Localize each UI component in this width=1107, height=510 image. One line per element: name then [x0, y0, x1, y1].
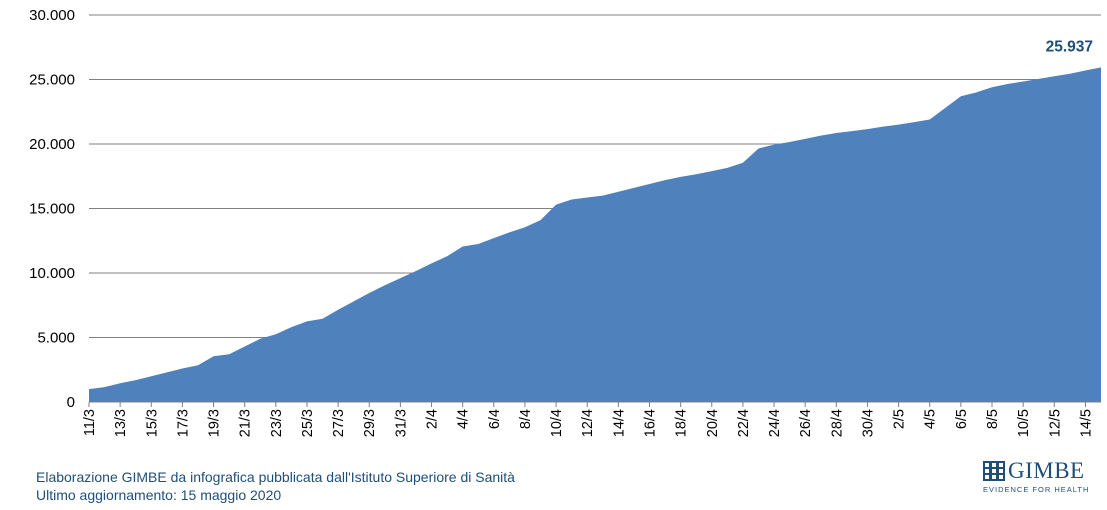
- source-note: Elaborazione GIMBE da infografica pubbli…: [36, 468, 515, 504]
- y-tick-label: 0: [67, 394, 75, 411]
- peak-value-label: 25.937: [1046, 38, 1093, 55]
- logo-wordmark: GIMBE: [1008, 458, 1085, 483]
- x-tick-labels: 11/3 13/3 15/3 17/3 19/3 21/3 23/3 25/3 27/3 29/3…: [82, 402, 1094, 437]
- gimbe-grid-icon: [983, 461, 1005, 481]
- gimbe-logo: GIMBE EVIDENCE FOR HEALTH: [983, 458, 1093, 500]
- y-tick-label: 15.000: [29, 201, 75, 218]
- x-tick-label: 2/4: [425, 409, 441, 429]
- y-tick-label: 20.000: [29, 136, 75, 153]
- x-tick-label: 19/3: [207, 409, 223, 437]
- x-tick-label: 14/4: [611, 409, 627, 437]
- x-tick-label: 2/5: [892, 409, 908, 429]
- x-tick-label: 10/5: [1016, 409, 1032, 437]
- y-tick-label: 25.000: [29, 72, 75, 89]
- x-tick-label: 4/5: [923, 409, 939, 429]
- x-tick-label: 12/4: [580, 409, 596, 437]
- x-tick-label: 18/4: [674, 409, 690, 437]
- x-tick-label: 24/4: [767, 409, 783, 437]
- x-tick-label: 10/4: [549, 409, 565, 437]
- x-tick-label: 15/3: [144, 409, 160, 437]
- y-tick-label: 10.000: [29, 265, 75, 282]
- x-tick-label: 6/4: [487, 409, 503, 429]
- x-tick-label: 8/4: [518, 409, 534, 429]
- x-tick-label: 30/4: [860, 409, 876, 437]
- x-tick-label: 28/4: [829, 409, 845, 437]
- y-tick-label: 30.000: [29, 7, 75, 24]
- source-line: Elaborazione GIMBE da infografica pubbli…: [36, 469, 515, 485]
- update-line: Ultimo aggiornamento: 15 maggio 2020: [36, 487, 282, 503]
- x-tick-label: 12/5: [1047, 409, 1063, 437]
- x-tick-label: 26/4: [798, 409, 814, 437]
- logo-tagline: EVIDENCE FOR HEALTH: [983, 485, 1090, 494]
- x-tick-label: 13/3: [113, 409, 129, 437]
- y-tick-labels: 0 5.000 10.000 15.000 20.000 25.000 30.000: [29, 7, 75, 411]
- x-tick-label: 25/3: [300, 409, 316, 437]
- x-tick-label: 23/3: [269, 409, 285, 437]
- x-tick-label: 6/5: [954, 409, 970, 429]
- x-tick-label: 17/3: [175, 409, 191, 437]
- x-tick-label: 29/3: [362, 409, 378, 437]
- chart: 0 5.000 10.000 15.000 20.000 25.000 30.000 11/…: [29, 7, 1101, 437]
- area-series: [89, 67, 1101, 402]
- x-tick-label: 4/4: [456, 409, 472, 429]
- y-tick-label: 5.000: [37, 330, 75, 347]
- x-tick-label: 11/3: [82, 409, 98, 436]
- x-tick-label: 8/5: [985, 409, 1001, 429]
- x-tick-label: 20/4: [705, 409, 721, 437]
- x-tick-label: 14/5: [1078, 409, 1094, 437]
- x-tick-label: 22/4: [736, 409, 752, 437]
- x-tick-label: 16/4: [642, 409, 658, 437]
- x-tick-label: 27/3: [331, 409, 347, 437]
- x-tick-label: 31/3: [393, 409, 409, 437]
- x-tick-label: 21/3: [238, 409, 254, 437]
